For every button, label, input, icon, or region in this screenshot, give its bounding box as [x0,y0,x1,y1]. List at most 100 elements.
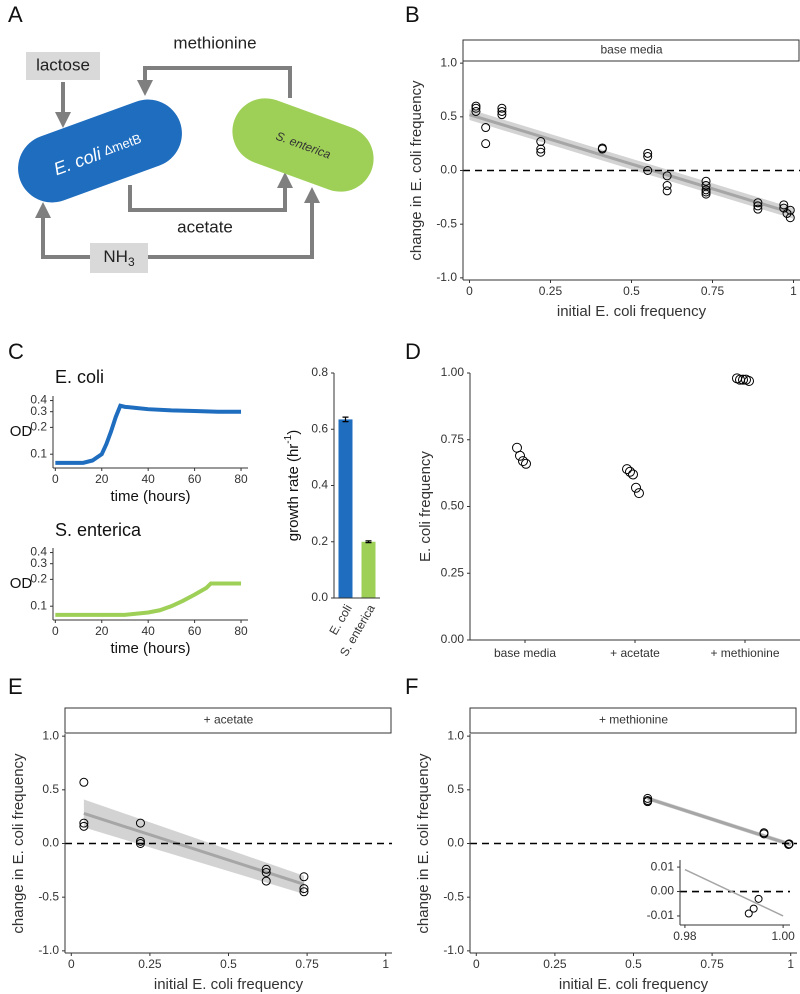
y-tick-label: 0.75 [441,432,465,446]
fit-line [83,812,305,886]
panel-label: E [8,674,23,699]
y-axis-label-suffix: ) [285,430,302,435]
y-tick-label: 0.5 [447,782,464,796]
y-axis-label: OD [10,423,33,440]
x-tick-label: 0 [473,957,480,971]
y-axis-label-text: growth rate (hr [285,444,302,542]
data-point [135,839,145,848]
node-label: lactose [36,55,90,74]
arrow [148,187,320,259]
data-point [261,876,271,886]
facet-strip-label: + methionine [599,713,668,727]
panel-label: D [405,339,421,364]
data-point [744,376,754,387]
data-point [738,374,748,385]
data-point [701,187,711,197]
y-tick-label: 0.2 [30,572,47,586]
y-tick-label: 0.00 [651,884,675,898]
data-point [779,203,789,213]
data-point [662,181,672,191]
panel-label: B [405,2,420,27]
x-tick-label: 0.75 [701,284,725,298]
x-tick-label: 60 [188,624,202,638]
line [55,581,242,617]
y-tick-label: 0.0 [440,163,457,177]
x-tick-label: 0.75 [700,957,724,971]
chart-title: E. coli [55,367,104,387]
x-tick-label: 40 [141,472,155,486]
data-point [634,488,644,499]
y-tick-label: 0.2 [30,420,47,434]
y-axis-label-superscript: -1 [283,434,294,443]
data-point [753,201,763,211]
data-point [521,458,531,469]
y-tick-label: 1.0 [447,728,464,742]
y-tick-label: 0.3 [30,556,47,570]
node-subscript: 3 [128,255,135,269]
data-point [497,106,507,116]
panel-label: C [8,339,24,364]
data-point [597,144,607,154]
y-tick-label: -0.5 [436,216,457,230]
y-tick-label: -0.5 [38,889,59,903]
node-label: NH3 [103,247,135,269]
x-tick-label: 1.00 [771,929,795,943]
x-tick-label: 20 [95,472,109,486]
data-point [643,797,653,807]
data-point [536,147,546,157]
facet-strip [469,707,797,734]
data-point [471,106,481,116]
y-tick-label: 0.2 [311,534,328,548]
x-tick-label: 1 [787,957,794,971]
error-bar [365,540,372,544]
data-point [779,200,789,210]
x-axis-label: time (hours) [110,488,190,505]
data-point [744,909,753,918]
data-point [135,818,145,828]
x-tick-label: 0.5 [623,284,640,298]
panel-label: A [8,2,23,27]
y-axis-label: growth rate (hr-1) [283,430,302,541]
data-point [643,148,653,158]
y-tick-label: 0.5 [440,109,457,123]
data-point [628,469,638,480]
arrow [35,202,90,259]
y-tick-label: -1.0 [443,943,464,957]
data-point [753,198,763,208]
y-tick-label: 0.4 [30,393,47,407]
data-point [753,204,763,214]
data-point [631,482,641,493]
y-tick-label: 0.01 [651,859,675,873]
x-tick-label: 1 [382,957,389,971]
x-tick-label: 1 [790,284,797,298]
edge-label: methionine [173,33,256,52]
data-point [701,185,711,195]
y-tick-label: 0.00 [441,632,465,646]
data-point [481,123,491,133]
error-bar [342,416,349,423]
data-point [261,864,271,874]
x-tick-label: + acetate [610,646,660,660]
y-axis-label: change in E. coli frequency [415,753,432,934]
data-point [299,887,309,897]
facet-strip-label: + acetate [204,713,254,727]
y-axis-label: E. coli frequency [417,451,434,562]
node-pill [232,98,374,192]
x-tick-label: 40 [141,624,155,638]
data-point [701,176,711,186]
y-tick-label: 0.0 [42,836,59,850]
x-axis-label: time (hours) [110,640,190,657]
x-tick-label: base media [494,646,556,660]
node-pill [18,99,182,203]
data-point [515,450,525,461]
node-box [90,243,148,273]
data-point [471,101,481,111]
x-tick-label: 60 [188,472,202,486]
x-tick-label: 0.25 [539,284,563,298]
y-tick-label: 0.8 [311,365,328,379]
node-name: NH [103,247,128,266]
y-tick-label: -1.0 [38,943,59,957]
x-tick-label: + methionine [710,646,779,660]
y-axis-label: change in E. coli frequency [10,753,27,934]
